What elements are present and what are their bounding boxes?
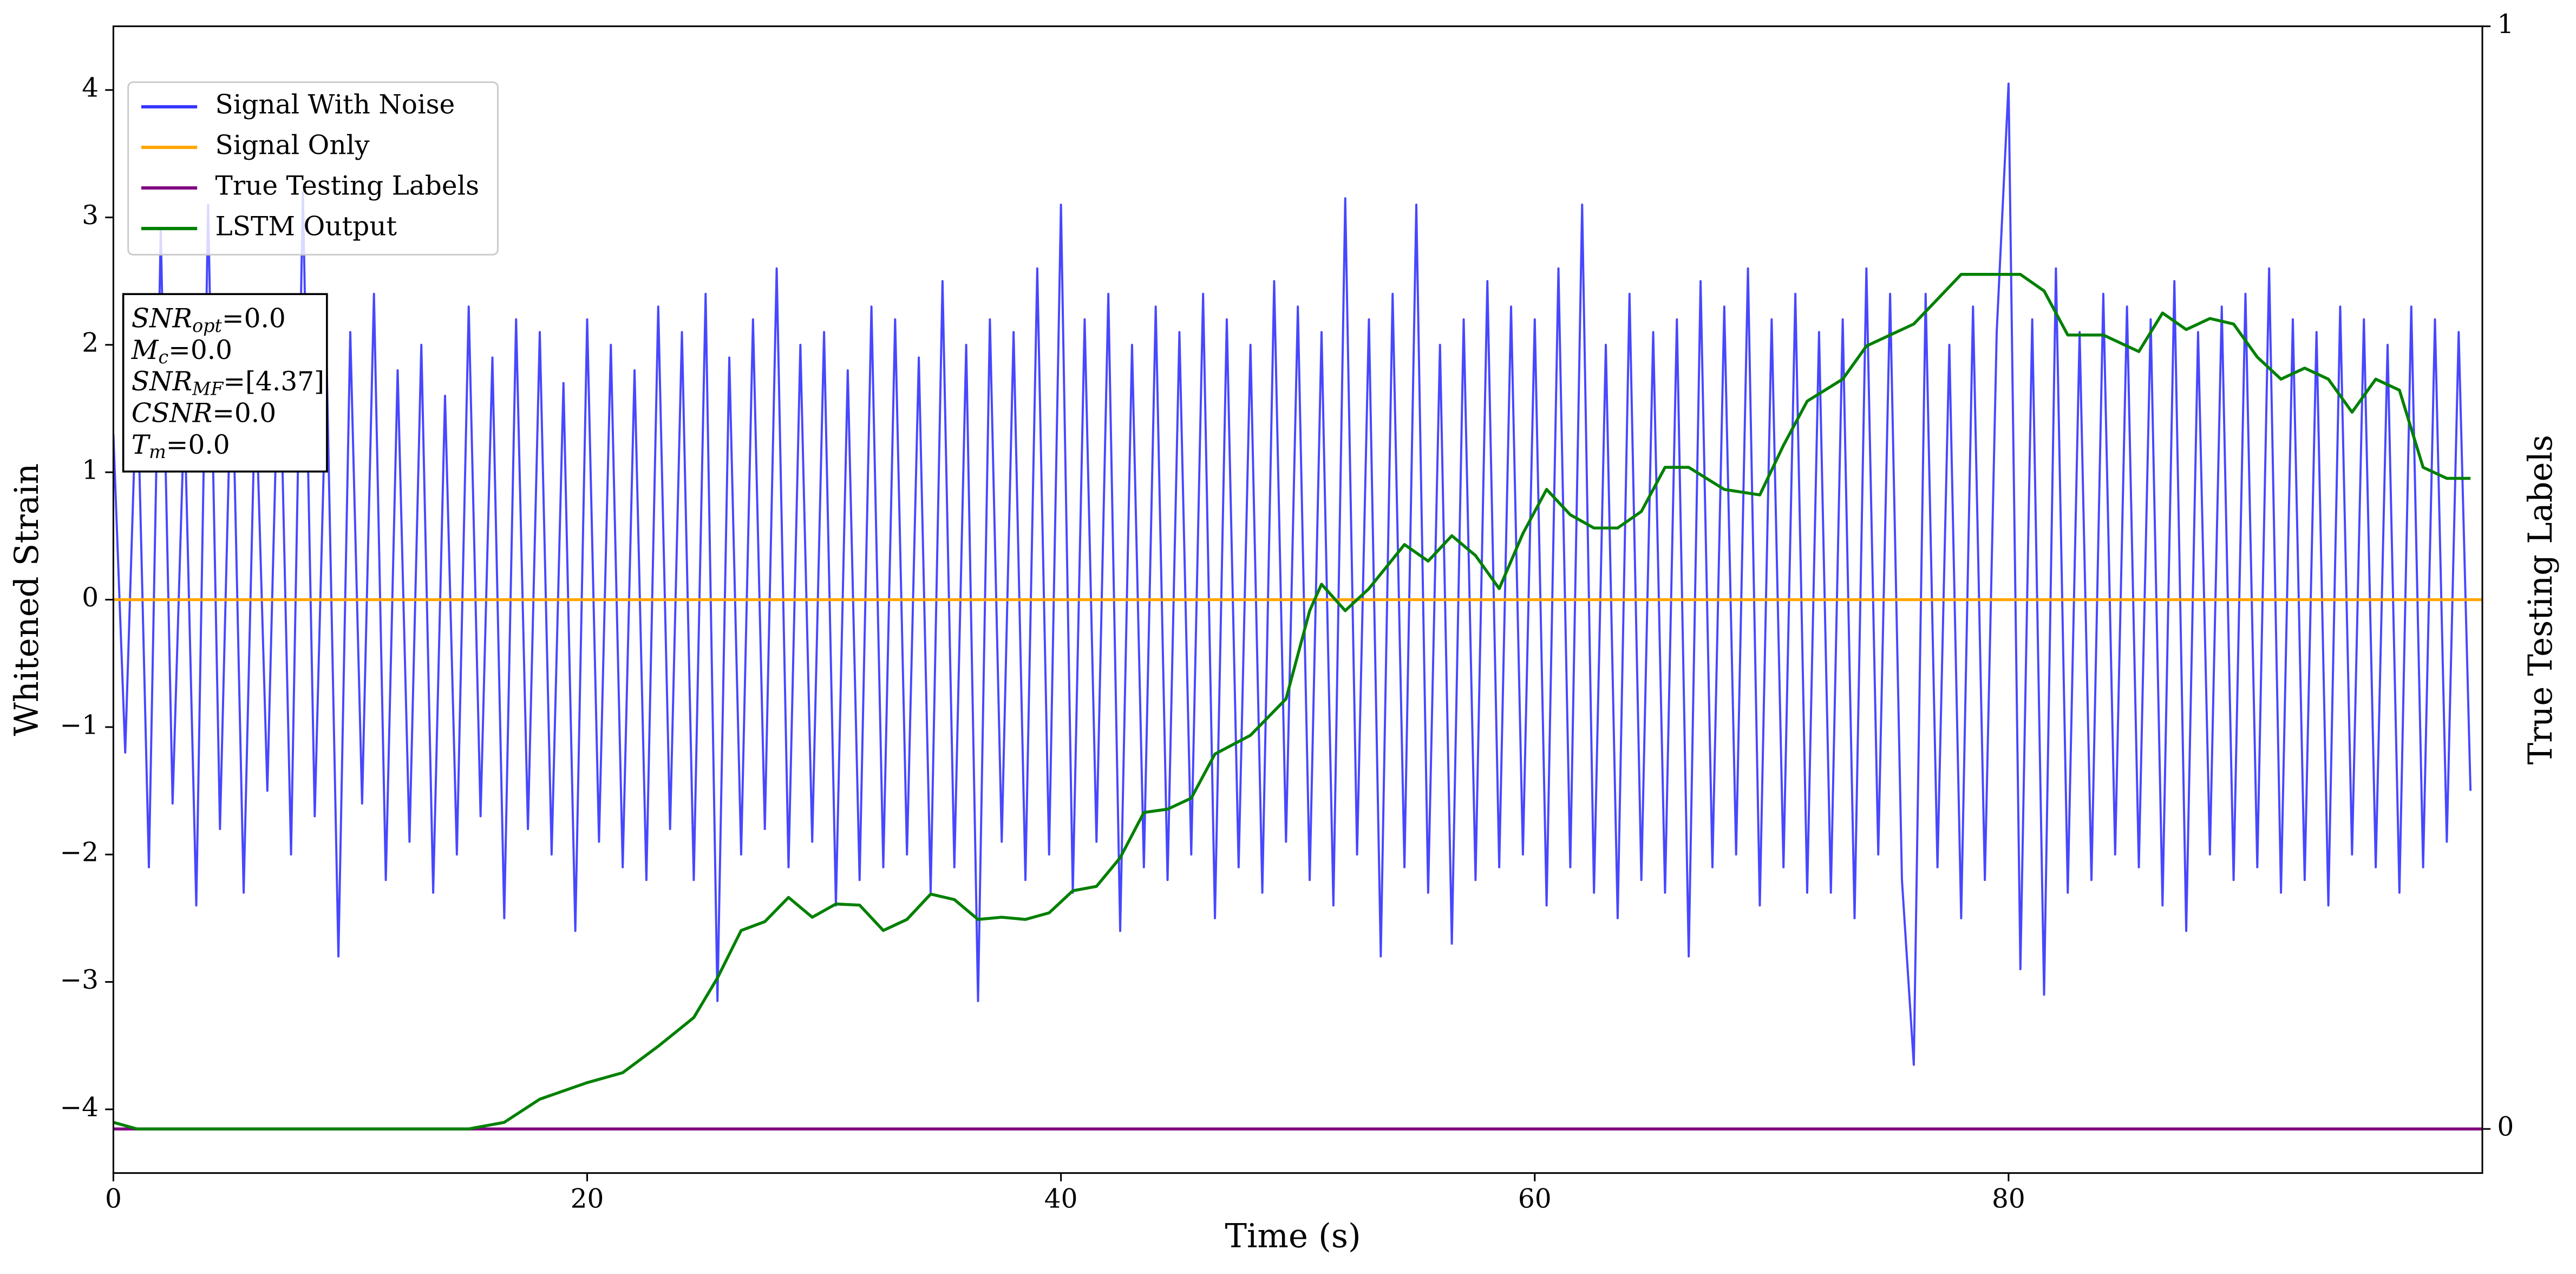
y2-tick-label: 1 xyxy=(2497,9,2514,40)
x-tick-label: 40 xyxy=(1044,1184,1078,1214)
legend-label: Signal Only xyxy=(215,130,370,161)
annotation-symbol: M xyxy=(131,335,159,365)
y-tick-label: −3 xyxy=(60,965,99,995)
annotation-subscript: c xyxy=(158,347,168,368)
annotation-symbol: SNR xyxy=(132,367,192,397)
y-tick-label: −4 xyxy=(60,1092,99,1122)
x-tick-label: 0 xyxy=(105,1184,122,1214)
annotation-subscript: MF xyxy=(192,378,224,399)
legend-label: LSTM Output xyxy=(215,212,397,242)
series-line xyxy=(113,273,2471,1131)
annotation-symbol: SNR xyxy=(132,303,192,334)
annotation-subscript: m xyxy=(149,441,166,462)
annotation-line: SNRMF=[4.37] xyxy=(132,367,324,400)
x-tick-label: 20 xyxy=(571,1184,604,1214)
y-axis-label: Whitened Strain xyxy=(8,463,46,736)
y-tick-label: 2 xyxy=(82,328,99,358)
legend-label: True Testing Labels xyxy=(215,171,480,201)
legend: Signal With Noise Signal Only True Testing… xyxy=(127,81,499,256)
annotation: SNRopt=0.0Mc=0.0SNRMF=[4.37]CSNR=0.0Tm=0… xyxy=(122,293,328,473)
y-tick-label: 3 xyxy=(82,200,99,231)
plot-area xyxy=(113,82,2483,1131)
annotation-symbol: T xyxy=(132,429,151,460)
legend-label: Signal With Noise xyxy=(215,90,455,120)
legend-box xyxy=(127,81,499,256)
annotation-text: =[4.37] xyxy=(223,367,324,397)
annotation-line: Mc=0.0 xyxy=(131,335,232,368)
y2-tick-label: 0 xyxy=(2497,1112,2514,1142)
x-axis-label: Time (s) xyxy=(1225,1218,1361,1256)
annotation-line: Tm=0.0 xyxy=(132,429,230,462)
annotation-text: =0.0 xyxy=(166,429,230,460)
y-tick-label: −1 xyxy=(60,710,99,740)
x-tick-label: 80 xyxy=(1992,1184,2025,1214)
annotation-line: SNRopt=0.0 xyxy=(132,303,286,336)
y2-axis-label: True Testing Labels xyxy=(2522,435,2560,765)
annotation-line: CSNR=0.0 xyxy=(132,398,276,428)
x-tick-label: 60 xyxy=(1518,1184,1552,1214)
series-line xyxy=(113,82,2472,1066)
annotation-box xyxy=(122,293,328,473)
y-tick-label: 1 xyxy=(82,455,99,486)
annotation-text: =0.0 xyxy=(212,398,276,428)
y-tick-label: 4 xyxy=(82,73,99,103)
y-tick-label: 0 xyxy=(82,583,99,613)
y-tick-label: −2 xyxy=(60,838,99,868)
annotation-text: =0.0 xyxy=(168,335,232,365)
annotation-symbol: CSNR xyxy=(132,398,212,428)
plot-frame xyxy=(112,25,2483,1174)
annotation-text: =0.0 xyxy=(222,303,286,334)
annotation-subscript: opt xyxy=(192,315,222,336)
